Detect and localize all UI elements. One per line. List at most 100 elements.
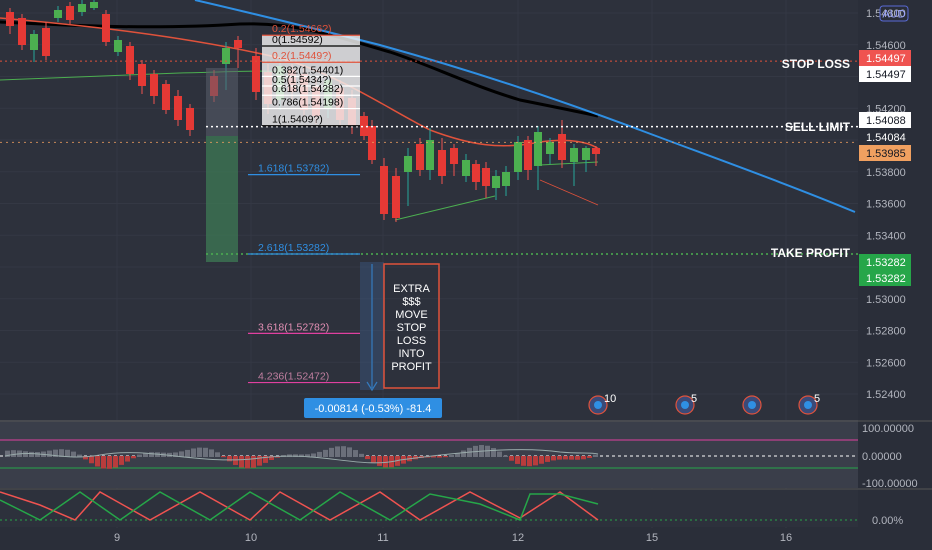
event-icon bbox=[594, 401, 602, 409]
osc1-bar bbox=[569, 456, 574, 460]
osc1-bar bbox=[89, 456, 94, 464]
fib-level-label: 0.618(1.54282) bbox=[272, 83, 343, 95]
osc1-bar bbox=[509, 456, 514, 461]
osc1-bar bbox=[251, 456, 256, 468]
price-tag-label: 1.54497 bbox=[866, 53, 906, 65]
osc1-bar bbox=[95, 456, 100, 467]
price-tag-label: 1.53282 bbox=[866, 257, 906, 269]
osc1-bar bbox=[485, 445, 490, 457]
price-tag-label: 1.54088 bbox=[866, 115, 906, 127]
price-tick-label: 1.53800 bbox=[866, 167, 906, 179]
osc1-bar bbox=[191, 448, 196, 457]
price-tick-label: 1.53400 bbox=[866, 230, 906, 242]
osc1-bar bbox=[581, 456, 586, 460]
osc1-bar bbox=[131, 456, 136, 459]
osc1-bar bbox=[305, 454, 310, 457]
price-tick-label: 1.52400 bbox=[866, 389, 906, 401]
osc1-bar bbox=[35, 452, 40, 457]
osc1-bar bbox=[257, 456, 262, 466]
note-line: PROFIT bbox=[391, 361, 432, 373]
price-tag-label: 1.54497 bbox=[866, 69, 906, 81]
osc1-bar bbox=[53, 449, 58, 457]
projection-target-box bbox=[206, 136, 238, 262]
fib-level-label: 4.236(1.52472) bbox=[258, 371, 329, 383]
osc1-bar bbox=[137, 454, 142, 457]
price-tag-bg bbox=[859, 145, 911, 161]
measure-label: -0.00814 (-0.53%) -81.4 bbox=[315, 403, 432, 415]
note-border bbox=[383, 263, 440, 389]
osc1-bar bbox=[71, 451, 76, 457]
level-lines bbox=[0, 60, 858, 255]
oscillator-pane-1[interactable]: 100.00000 0.00000 -100.00000 bbox=[0, 420, 932, 490]
level-annotation: SELL LIMIT bbox=[785, 120, 851, 134]
price-tag-label: 1.53985 bbox=[866, 148, 906, 160]
measure-arrow-head bbox=[366, 381, 378, 392]
osc1-tick-label: -100.00000 bbox=[862, 478, 918, 490]
osc1-bar bbox=[197, 447, 202, 457]
level-annotations: STOP LOSS SELL LIMIT TAKE PROFIT bbox=[771, 57, 851, 260]
trendline-green bbox=[539, 161, 599, 166]
event-icon bbox=[681, 401, 689, 409]
osc1-bar bbox=[59, 449, 64, 457]
price-tag-label: 1.54084 bbox=[866, 132, 906, 144]
osc1-bar bbox=[143, 452, 148, 457]
event-icon bbox=[748, 401, 756, 409]
osc1-bar bbox=[47, 450, 52, 457]
time-tick-label: 10 bbox=[245, 532, 257, 544]
osc1-bar bbox=[185, 449, 190, 457]
time-tick-label: 9 bbox=[114, 532, 120, 544]
level-annotation: TAKE PROFIT bbox=[771, 246, 851, 260]
candle-body bbox=[42, 28, 50, 56]
fibonacci-extension[interactable]: 0.2(1.5466?)0(1.54592) 0.2(1.5449?) 0.382(… bbox=[248, 23, 442, 418]
osc1-bar bbox=[383, 456, 388, 468]
level-annotation: STOP LOSS bbox=[782, 57, 850, 71]
candle-body bbox=[368, 126, 376, 160]
price-tick-label: 1.52800 bbox=[866, 326, 906, 338]
candle-body bbox=[438, 150, 446, 176]
osc1-signal bbox=[4, 449, 599, 464]
event-count: 10 bbox=[604, 393, 616, 405]
osc1-bar bbox=[449, 455, 454, 457]
event-badges[interactable]: 10 5 5 bbox=[588, 393, 820, 415]
osc1-bar bbox=[317, 451, 322, 457]
osc1-bar bbox=[203, 447, 208, 457]
osc1-bar bbox=[263, 456, 268, 463]
osc1-bar bbox=[29, 451, 34, 457]
candle-body bbox=[404, 156, 412, 172]
candle-body bbox=[18, 18, 26, 45]
fib-level-label: 1(1.5409?) bbox=[272, 114, 323, 126]
osc1-bar bbox=[83, 456, 88, 460]
osc1-bar bbox=[311, 453, 316, 457]
time-axis[interactable]: 9 10 11 12 15 16 bbox=[0, 528, 858, 550]
osc1-bar bbox=[335, 446, 340, 457]
ma-blue-line bbox=[194, 0, 856, 213]
osc1-bar bbox=[173, 452, 178, 457]
osc1-bar bbox=[443, 456, 448, 458]
note-line: STOP bbox=[397, 322, 427, 334]
currency-badge[interactable] bbox=[879, 5, 909, 22]
candle-body bbox=[222, 48, 230, 64]
candle-body bbox=[392, 176, 400, 218]
osc1-bar bbox=[347, 447, 352, 457]
candle-body bbox=[592, 148, 600, 154]
candle-body bbox=[150, 74, 158, 96]
candle-body bbox=[102, 14, 110, 42]
osc1-bar bbox=[215, 452, 220, 457]
candle-body bbox=[162, 84, 170, 110]
candle-body bbox=[114, 40, 122, 52]
event-icon bbox=[804, 401, 812, 409]
price-tick-label: 1.53000 bbox=[866, 294, 906, 306]
osc1-bar bbox=[77, 454, 82, 457]
osc1-bar bbox=[461, 450, 466, 457]
time-axis-bg bbox=[0, 528, 858, 550]
osc1-bar bbox=[515, 456, 520, 464]
osc1-bar bbox=[233, 456, 238, 465]
osc1-bar bbox=[353, 450, 358, 457]
price-tag-bg bbox=[859, 112, 911, 128]
price-tick-label: 1.54800 bbox=[866, 8, 906, 20]
osc1-bar bbox=[125, 456, 130, 462]
candle-body bbox=[546, 142, 554, 154]
oscillator-pane-2[interactable]: 0.00% bbox=[0, 488, 932, 527]
